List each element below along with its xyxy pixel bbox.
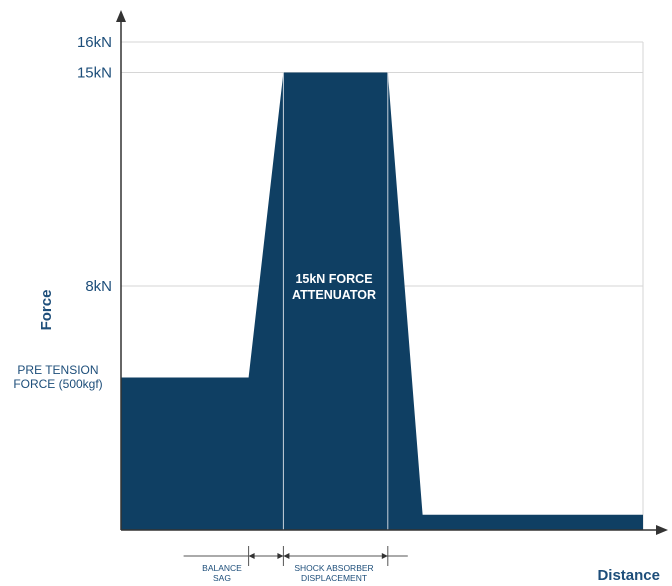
- pre-tension-label-line1: PRE TENSION: [17, 363, 98, 377]
- axes: [116, 10, 668, 535]
- y-tick-15kn: 15kN: [77, 65, 112, 82]
- balance-sag-arrow-right: [277, 553, 284, 559]
- balance-sag-label-line2: SAG: [213, 573, 231, 583]
- attenuator-label-line2: ATTENUATOR: [292, 288, 376, 302]
- phase-divider-lines: [282, 72, 389, 530]
- y-axis-title: Force: [38, 290, 55, 331]
- dimension-markers: [183, 546, 408, 566]
- shock-absorber-arrow-right: [381, 553, 388, 559]
- pre-tension-label-line2: FORCE (500kgf): [13, 377, 102, 391]
- force-area: [121, 72, 643, 530]
- balance-sag-arrow-left: [248, 553, 255, 559]
- y-tick-8kn: 8kN: [85, 278, 112, 295]
- y-tick-16kn: 16kN: [77, 34, 112, 51]
- shock-absorber-arrow-left: [283, 553, 290, 559]
- x-axis-arrow: [656, 525, 668, 535]
- shock-absorber-label-line2: DISPLACEMENT: [301, 573, 367, 583]
- y-axis-arrow: [116, 10, 126, 22]
- shock-absorber-label-line1: SHOCK ABSORBER: [294, 563, 373, 573]
- attenuator-label-line1: 15kN FORCE: [295, 272, 372, 286]
- y-tick-labels: 16kN 15kN 8kN: [77, 34, 112, 295]
- balance-sag-label-line1: BALANCE: [202, 563, 242, 573]
- x-axis-title: Distance: [597, 567, 660, 584]
